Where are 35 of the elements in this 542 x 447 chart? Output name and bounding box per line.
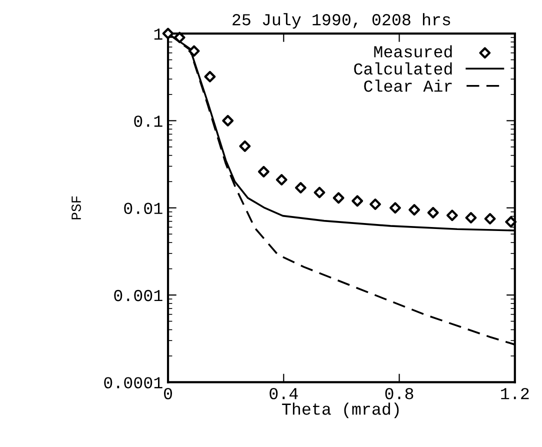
x-tick-label: 0 [164, 388, 172, 400]
x-tick-label: 0.4 [270, 388, 298, 400]
point [427, 206, 439, 218]
point [276, 174, 288, 186]
point [222, 114, 234, 126]
legend-label: Measured [374, 45, 452, 58]
point [390, 202, 401, 214]
point [505, 216, 517, 228]
point [484, 213, 496, 224]
y-tick-label: 0.0001 [104, 377, 162, 388]
point [465, 212, 477, 224]
legend-label: Clear Air [364, 80, 452, 92]
x-axis-title: Theta (mrad) [282, 402, 399, 418]
point [294, 182, 306, 194]
point [174, 32, 186, 44]
y-tick-label: 0.001 [114, 290, 162, 302]
y-tick-label: 1 [154, 28, 162, 40]
y-tick-label: 0.1 [134, 116, 162, 127]
y-axis-title: PSF [72, 196, 81, 220]
point [332, 192, 344, 204]
point [446, 210, 458, 222]
point [239, 140, 251, 152]
point [314, 186, 326, 198]
x-tick-label: 1.2 [501, 388, 529, 400]
point [204, 70, 216, 82]
point [258, 166, 270, 178]
y-tick-label: 0.01 [124, 202, 162, 214]
legend-label: Calculated [354, 62, 452, 75]
point [352, 195, 364, 207]
point [370, 198, 381, 210]
chart-title: 25 July 1990, 0208 hrs [232, 13, 450, 29]
point [408, 204, 420, 216]
point [188, 45, 200, 57]
point [162, 28, 174, 40]
x-tick-label: 0.8 [385, 388, 414, 400]
